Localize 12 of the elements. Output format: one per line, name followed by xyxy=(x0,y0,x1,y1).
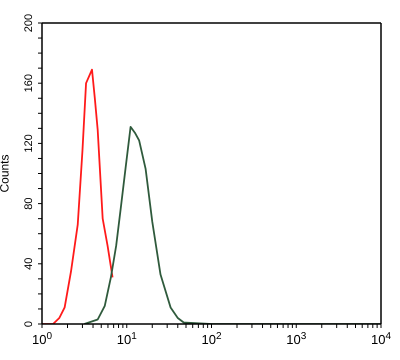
x-tick-label: 10$^{2}$ xyxy=(201,330,222,347)
y-axis-title: Counts xyxy=(0,154,12,193)
y-tick-label: 40 xyxy=(23,258,35,270)
y-tick-label: 120 xyxy=(23,134,35,153)
x-tick-label: 10$^{4}$ xyxy=(370,330,392,347)
y-tick-label: 160 xyxy=(23,74,35,92)
x-tick-label: 10$^{3}$ xyxy=(286,330,307,347)
y-tick-label: 80 xyxy=(23,197,35,210)
y-tick-label: 0 xyxy=(23,320,35,328)
y-tick-label: 200 xyxy=(23,14,35,32)
x-tick-label: 10$^{1}$ xyxy=(116,330,138,347)
x-tick-label: 10$^{0}$ xyxy=(32,330,52,347)
